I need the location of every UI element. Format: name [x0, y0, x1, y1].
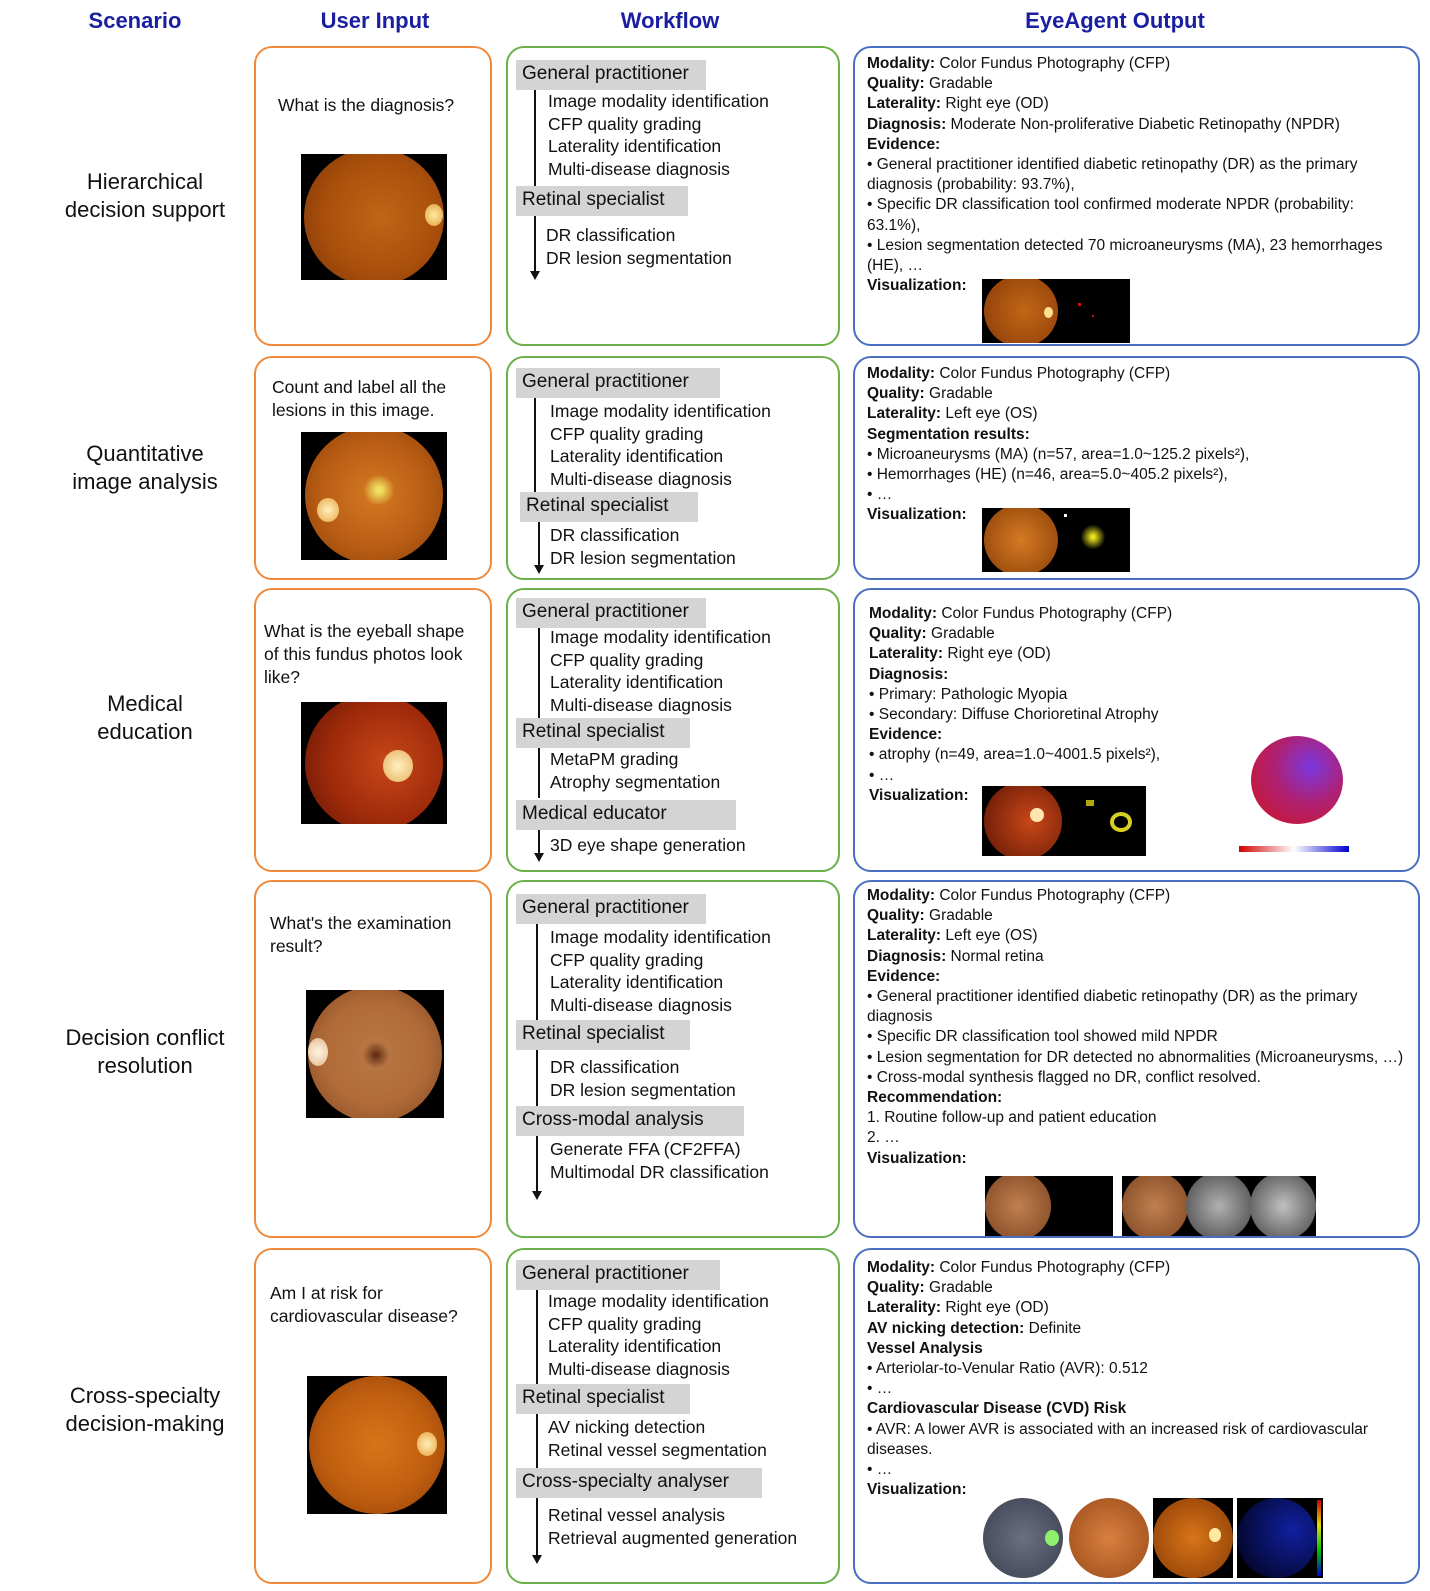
user-input-box: What is the diagnosis? [254, 46, 492, 346]
visualization-image [1237, 1498, 1323, 1578]
user-question: Am I at risk for cardiovascular disease? [270, 1283, 458, 1326]
workflow-arrow [530, 216, 540, 280]
header-output: EyeAgent Output [1025, 8, 1205, 33]
scenario-label: Cross-specialty decision-making [65, 1383, 225, 1436]
output-text: Modality: Color Fundus Photography (CFP)… [867, 887, 1404, 1167]
visualization-image [1069, 1498, 1149, 1578]
fundus-image [306, 990, 444, 1118]
scenario-label: Hierarchical decision support [64, 169, 226, 222]
user-question: What is the eyeball shape of this fundus … [264, 621, 465, 687]
workflow-arrow [534, 90, 536, 186]
fundus-image [301, 154, 447, 280]
role-general-practitioner: General practitioner [516, 894, 706, 924]
workflow-arrow [536, 1050, 538, 1106]
step-list: Image modality identification CFP qualit… [550, 401, 771, 489]
step-list: 3D eye shape generation [550, 835, 746, 855]
workflow-arrow [534, 522, 544, 574]
role-retinal-specialist: Retinal specialist [516, 1020, 690, 1050]
fundus-image [301, 702, 447, 824]
step-list: Image modality identification CFP qualit… [548, 1291, 769, 1379]
output-box: Modality: Color Fundus Photography (CFP)… [853, 46, 1420, 346]
step-list: DR classification DR lesion segmentation [546, 225, 732, 268]
role-general-practitioner: General practitioner [516, 598, 706, 628]
visualization-image [982, 786, 1146, 856]
user-input-box: Count and label all the lesions in this i… [254, 356, 492, 580]
visualization-image [1122, 1176, 1316, 1236]
scenario-label: Medical education [97, 691, 193, 744]
workflow-arrow [532, 1136, 542, 1200]
3d-eye-shape-icon [1251, 736, 1343, 824]
output-text: Modality: Color Fundus Photography (CFP)… [867, 365, 1250, 524]
role-medical-educator: Medical educator [516, 800, 736, 830]
step-list: MetaPM grading Atrophy segmentation [550, 749, 721, 792]
output-text: Modality: Color Fundus Photography (CFP)… [869, 605, 1173, 804]
user-input-box: What is the eyeball shape of this fundus … [254, 588, 492, 872]
user-input-box: Am I at risk for cardiovascular disease? [254, 1248, 492, 1584]
role-cross-modal-analysis: Cross-modal analysis [516, 1106, 744, 1136]
step-list: DR classification DR lesion segmentation [550, 1057, 736, 1100]
step-list: Image modality identification CFP qualit… [550, 627, 771, 715]
fundus-image [307, 1376, 447, 1514]
visualization-image [982, 508, 1130, 572]
step-list: Generate FFA (CF2FFA) Multimodal DR clas… [550, 1139, 769, 1182]
role-general-practitioner: General practitioner [516, 1260, 720, 1290]
visualization-image [1153, 1498, 1233, 1578]
user-question: Count and label all the lesions in this i… [272, 377, 447, 420]
role-retinal-specialist: Retinal specialist [516, 1384, 690, 1414]
visualization-image [985, 1176, 1113, 1236]
role-retinal-specialist: Retinal specialist [520, 492, 698, 522]
workflow-arrow [538, 748, 540, 798]
role-general-practitioner: General practitioner [516, 368, 720, 398]
step-list: Image modality identification CFP qualit… [548, 91, 769, 179]
scenario-label: Decision conflict resolution [65, 1025, 225, 1078]
user-question: What is the diagnosis? [278, 95, 455, 115]
workflow-arrow [538, 628, 540, 718]
workflow-box: General practitioner Image modality iden… [506, 1248, 840, 1584]
workflow-arrow [536, 1290, 538, 1384]
role-general-practitioner: General practitioner [516, 60, 706, 90]
output-text: Modality: Color Fundus Photography (CFP)… [867, 55, 1383, 295]
role-retinal-specialist: Retinal specialist [516, 718, 690, 748]
workflow-arrow [534, 398, 536, 494]
step-list: Retinal vessel analysis Retrieval augmen… [548, 1505, 798, 1548]
output-box: Modality: Color Fundus Photography (CFP)… [853, 588, 1420, 872]
workflow-arrow [536, 924, 538, 1020]
role-cross-specialty-analyser: Cross-specialty analyser [516, 1468, 762, 1498]
output-box: Modality: Color Fundus Photography (CFP)… [853, 356, 1420, 580]
visualization-image [982, 279, 1130, 343]
user-input-box: What's the examination result? [254, 880, 492, 1238]
visualization-image [983, 1498, 1063, 1578]
workflow-box: General practitioner Image modality iden… [506, 588, 840, 872]
workflow-box: General practitioner Image modality iden… [506, 46, 840, 346]
workflow-arrow [534, 830, 544, 862]
header-user-input: User Input [320, 8, 430, 33]
header-workflow: Workflow [620, 8, 720, 33]
step-list: Image modality identification CFP qualit… [550, 927, 771, 1015]
workflow-box: General practitioner Image modality iden… [506, 880, 840, 1238]
fundus-image [301, 432, 447, 560]
output-box: Modality: Color Fundus Photography (CFP)… [853, 1248, 1420, 1584]
user-question: What's the examination result? [270, 913, 452, 956]
step-list: AV nicking detection Retinal vessel segm… [548, 1417, 767, 1460]
role-retinal-specialist: Retinal specialist [516, 186, 688, 216]
colorbar-icon [1239, 846, 1349, 852]
workflow-box: General practitioner Image modality iden… [506, 356, 840, 580]
header-scenario: Scenario [88, 8, 182, 33]
workflow-arrow [532, 1498, 542, 1564]
output-box: Modality: Color Fundus Photography (CFP)… [853, 880, 1420, 1238]
workflow-arrow [536, 1414, 538, 1468]
step-list: DR classification DR lesion segmentation [550, 525, 736, 568]
output-text: Modality: Color Fundus Photography (CFP)… [867, 1259, 1369, 1499]
scenario-label: Quantitative image analysis [72, 441, 218, 494]
